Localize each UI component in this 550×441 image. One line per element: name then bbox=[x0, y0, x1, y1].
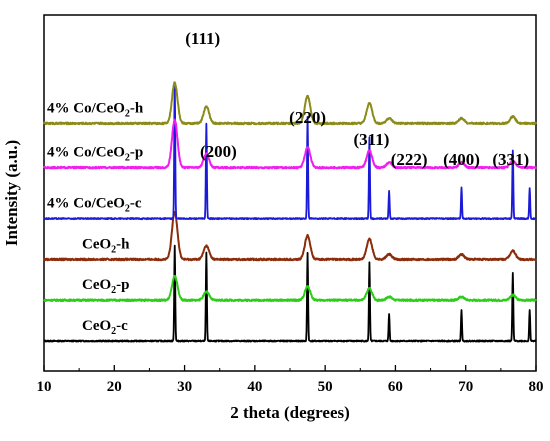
peak-label-0: (111) bbox=[185, 29, 220, 48]
x-tick-label: 20 bbox=[107, 379, 122, 395]
x-tick-label: 10 bbox=[37, 379, 52, 395]
peak-label-1: (200) bbox=[200, 142, 237, 161]
x-axis-ticks: 10 20 30 40 50 60 70 80 bbox=[37, 365, 544, 395]
x-tick-label: 60 bbox=[388, 379, 403, 395]
series-labels: CeO2-c CeO2-p CeO2-h 4% Co/CeO2-c 4% Co/CeO2… bbox=[47, 100, 144, 337]
series-label-1: CeO2-p bbox=[82, 277, 130, 296]
series-line-3 bbox=[43, 82, 537, 221]
series-label-5: 4% Co/CeO2-h bbox=[47, 100, 144, 119]
x-tick-label: 40 bbox=[247, 379, 262, 395]
series-label-2: CeO2-h bbox=[82, 236, 130, 255]
peak-label-3: (311) bbox=[353, 130, 389, 149]
x-tick-label: 70 bbox=[458, 379, 473, 395]
x-tick-label: 50 bbox=[318, 379, 333, 395]
series-line-5 bbox=[43, 81, 537, 126]
peak-label-6: (331) bbox=[492, 150, 529, 169]
series-label-3: 4% Co/CeO2-c bbox=[47, 196, 142, 215]
peak-label-5: (400) bbox=[443, 150, 480, 169]
series-label-0: CeO2-c bbox=[82, 318, 128, 337]
series-line-0 bbox=[43, 244, 537, 343]
y-axis-title: Intensity (a.u.) bbox=[2, 140, 21, 246]
peak-label-4: (222) bbox=[391, 150, 428, 169]
x-tick-label: 80 bbox=[529, 379, 544, 395]
series-traces bbox=[43, 81, 537, 343]
series-line-2 bbox=[43, 210, 537, 262]
x-tick-label: 30 bbox=[177, 379, 192, 395]
peak-labels: (111) (200) (220) (311)(222) (400) (331) bbox=[185, 29, 529, 169]
series-line-4 bbox=[43, 118, 537, 170]
x-axis-title: 2 theta (degrees) bbox=[230, 403, 350, 422]
series-line-1 bbox=[43, 274, 537, 303]
peak-label-2: (220) bbox=[289, 108, 326, 127]
series-label-4: 4% Co/CeO2-p bbox=[47, 145, 143, 164]
